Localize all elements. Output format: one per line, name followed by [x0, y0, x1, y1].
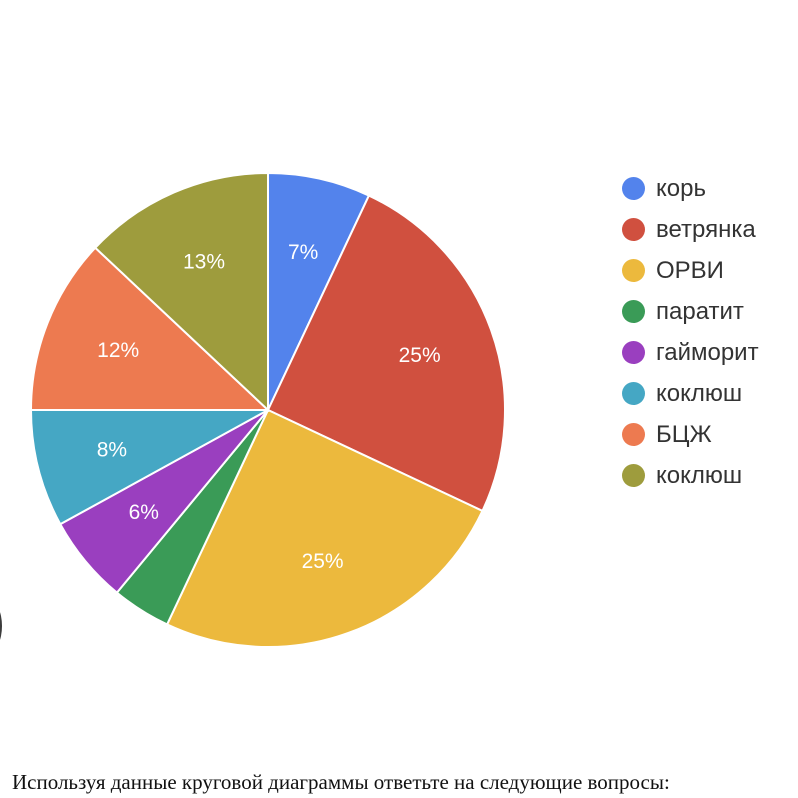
legend-label: ветрянка	[656, 215, 756, 243]
legend-item: паратит	[622, 291, 759, 332]
legend-swatch-icon	[622, 423, 645, 446]
legend-swatch-icon	[622, 177, 645, 200]
slice-data-label: 6%	[129, 501, 159, 524]
legend-label: БЦЖ	[656, 420, 712, 448]
legend-item: корь	[622, 168, 759, 209]
legend-item: ветрянка	[622, 209, 759, 250]
slice-data-label: 13%	[183, 251, 225, 274]
slice-data-label: 8%	[97, 439, 127, 462]
legend-swatch-icon	[622, 464, 645, 487]
pie-slice	[93, 171, 269, 413]
legend-label: гайморит	[656, 338, 759, 366]
chart-legend: корь ветрянка ОРВИ паратит гайморит коклюш БЦЖ…	[622, 168, 759, 496]
legend-item: коклюш	[622, 373, 759, 414]
slice-data-label: 25%	[399, 344, 441, 367]
legend-item: БЦЖ	[622, 414, 759, 455]
legend-swatch-icon	[622, 300, 645, 323]
pie-slice	[266, 194, 506, 513]
legend-swatch-icon	[622, 259, 645, 282]
pie-slice	[267, 171, 371, 411]
legend-swatch-icon	[622, 382, 645, 405]
legend-label: ОРВИ	[656, 256, 724, 284]
legend-swatch-icon	[622, 218, 645, 241]
legend-swatch-icon	[622, 341, 645, 364]
pie-slice	[29, 246, 271, 411]
legend-label: корь	[656, 174, 706, 202]
legend-item: гайморит	[622, 332, 759, 373]
legend-item: ОРВИ	[622, 250, 759, 291]
pie-slice	[29, 409, 269, 526]
legend-label: коклюш	[656, 379, 743, 407]
slice-data-label: 7%	[288, 241, 318, 264]
slice-data-label: 25%	[302, 550, 344, 573]
legend-label: паратит	[656, 297, 744, 325]
pie-slice	[165, 408, 484, 648]
slice-data-label: 12%	[97, 339, 139, 362]
legend-label: коклюш	[656, 461, 743, 489]
legend-item: коклюш	[622, 455, 759, 496]
caption-text: Используя данные круговой диаграммы отве…	[12, 770, 670, 794]
